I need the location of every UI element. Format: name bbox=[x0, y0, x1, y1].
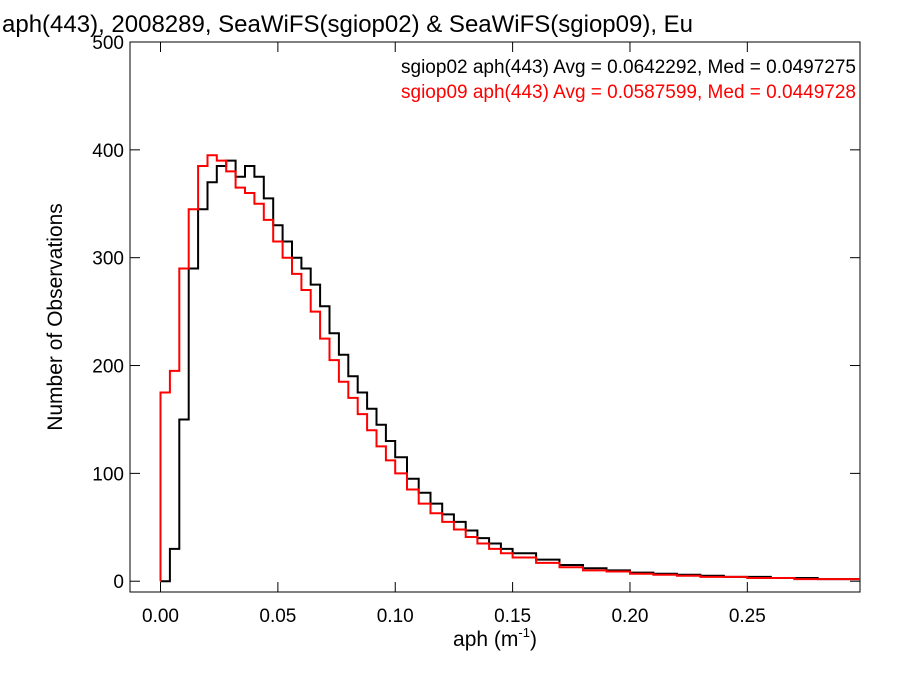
x-tick-label: 0.15 bbox=[494, 606, 531, 627]
x-tick-label: 0.10 bbox=[377, 606, 414, 627]
y-tick-label: 100 bbox=[92, 464, 124, 485]
legend-entry-1: sgiop02 aph(443) Avg = 0.0642292, Med = … bbox=[401, 57, 856, 78]
chart-title: aph(443), 2008289, SeaWiFS(sgiop02) & Se… bbox=[2, 11, 693, 38]
x-axis-label: aph (m-1) bbox=[453, 625, 537, 651]
y-axis: 0 100 200 300 400 500 bbox=[92, 33, 860, 593]
x-tick-label: 0.00 bbox=[142, 606, 179, 627]
series-line-2 bbox=[159, 154, 860, 582]
plot-frame bbox=[129, 41, 861, 593]
y-tick-label: 0 bbox=[113, 572, 124, 593]
series-line-1 bbox=[160, 159, 860, 583]
x-axis-label-close: ) bbox=[530, 628, 537, 651]
x-tick-label: 0.05 bbox=[259, 606, 296, 627]
legend: sgiop02 aph(443) Avg = 0.0642292, Med = … bbox=[401, 57, 856, 103]
y-tick-label: 300 bbox=[92, 249, 124, 270]
legend-entry-2: sgiop09 aph(443) Avg = 0.0587599, Med = … bbox=[401, 82, 856, 103]
x-axis-label-superscript: -1 bbox=[518, 625, 530, 640]
x-tick-label: 0.20 bbox=[611, 606, 648, 627]
x-axis: 0.00 0.05 0.10 0.15 0.20 0.25 bbox=[142, 42, 766, 627]
plot-area bbox=[129, 41, 861, 593]
x-tick-label: 0.25 bbox=[729, 606, 766, 627]
series-layer bbox=[159, 154, 860, 583]
y-axis-label: Number of Observations bbox=[44, 203, 67, 431]
y-tick-label: 500 bbox=[92, 33, 124, 54]
y-tick-label: 200 bbox=[92, 357, 124, 378]
x-axis-label-main: aph (m bbox=[453, 628, 518, 651]
y-tick-label: 400 bbox=[92, 141, 124, 162]
